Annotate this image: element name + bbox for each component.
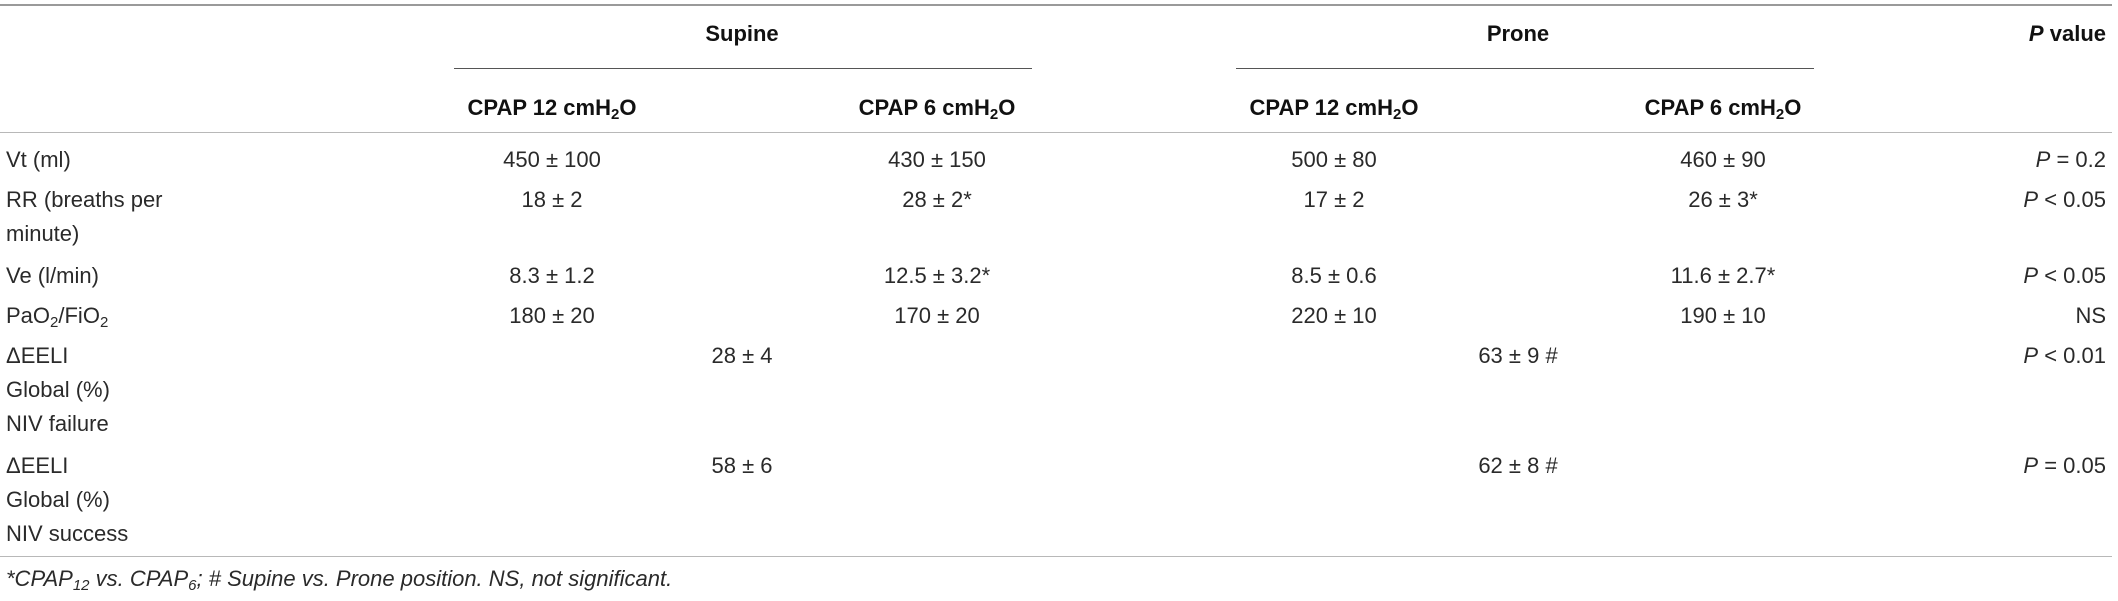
cell-supine-cpap6: 170 ± 20	[894, 303, 980, 328]
table-bottom-rule	[0, 556, 2112, 557]
cell-prone-cpap12: 8.5 ± 0.6	[1291, 263, 1377, 288]
header-p-value: P value	[2028, 21, 2106, 46]
cell-p-value: P < 0.05	[2023, 263, 2106, 288]
row-label: RR (breaths per	[6, 187, 163, 212]
cell-p-value: P = 0.2	[2035, 147, 2106, 172]
row-label: Ve (l/min)	[6, 263, 99, 288]
row-label-continued: minute)	[6, 221, 80, 246]
cell-prone-cpap12: 220 ± 10	[1291, 303, 1377, 328]
row-label-continued: Global (%)	[6, 377, 110, 402]
cell-prone-cpap6: 190 ± 10	[1680, 303, 1766, 328]
cell-supine-cpap6: 430 ± 150	[888, 147, 986, 172]
cell-prone-cpap6: 11.6 ± 2.7*	[1670, 263, 1776, 288]
supine-span-rule	[454, 68, 1032, 69]
header-prone-cpap6: CPAP 6 cmH2O	[1644, 95, 1802, 123]
prone-span-rule	[1236, 68, 1814, 69]
cell-p-value: NS	[2075, 303, 2106, 328]
cell-supine-cpap6: 28 ± 2*	[902, 187, 972, 212]
row-label-continued: NIV success	[6, 521, 129, 546]
cell-prone-cpap12: 17 ± 2	[1303, 187, 1365, 212]
row-label: ΔEELI	[6, 453, 69, 478]
cell-supine-cpap12: 180 ± 20	[509, 303, 595, 328]
header-bottom-rule	[0, 132, 2112, 133]
table-top-rule	[0, 4, 2112, 6]
cell-p-value: P < 0.05	[2023, 187, 2106, 212]
cell-prone: 62 ± 8 #	[1478, 453, 1558, 478]
header-supine-cpap12: CPAP 12 cmH2O	[467, 95, 637, 123]
table-footnote: *CPAP12 vs. CPAP6; # Supine vs. Prone po…	[6, 566, 673, 594]
cell-p-value: P < 0.01	[2023, 343, 2106, 368]
header-prone-cpap12: CPAP 12 cmH2O	[1249, 95, 1419, 123]
cell-supine-cpap12: 18 ± 2	[521, 187, 583, 212]
header-supine: Supine	[705, 21, 779, 46]
row-label-continued: Global (%)	[6, 487, 110, 512]
cell-supine-cpap6: 12.5 ± 3.2*	[883, 263, 991, 288]
cell-p-value: P = 0.05	[2023, 453, 2106, 478]
cell-prone-cpap12: 500 ± 80	[1291, 147, 1377, 172]
row-label: PaO2/FiO2	[6, 303, 109, 331]
cell-prone-cpap6: 26 ± 3*	[1688, 187, 1758, 212]
row-label-continued: NIV failure	[6, 411, 109, 436]
row-label: ΔEELI	[6, 343, 69, 368]
cell-prone: 63 ± 9 #	[1478, 343, 1558, 368]
cell-supine: 28 ± 4	[711, 343, 773, 368]
cell-supine-cpap12: 450 ± 100	[503, 147, 601, 172]
cell-prone-cpap6: 460 ± 90	[1680, 147, 1766, 172]
row-label: Vt (ml)	[6, 147, 71, 172]
cell-supine: 58 ± 6	[711, 453, 773, 478]
header-supine-cpap6: CPAP 6 cmH2O	[858, 95, 1016, 123]
header-prone: Prone	[1486, 21, 1550, 46]
cell-supine-cpap12: 8.3 ± 1.2	[509, 263, 595, 288]
